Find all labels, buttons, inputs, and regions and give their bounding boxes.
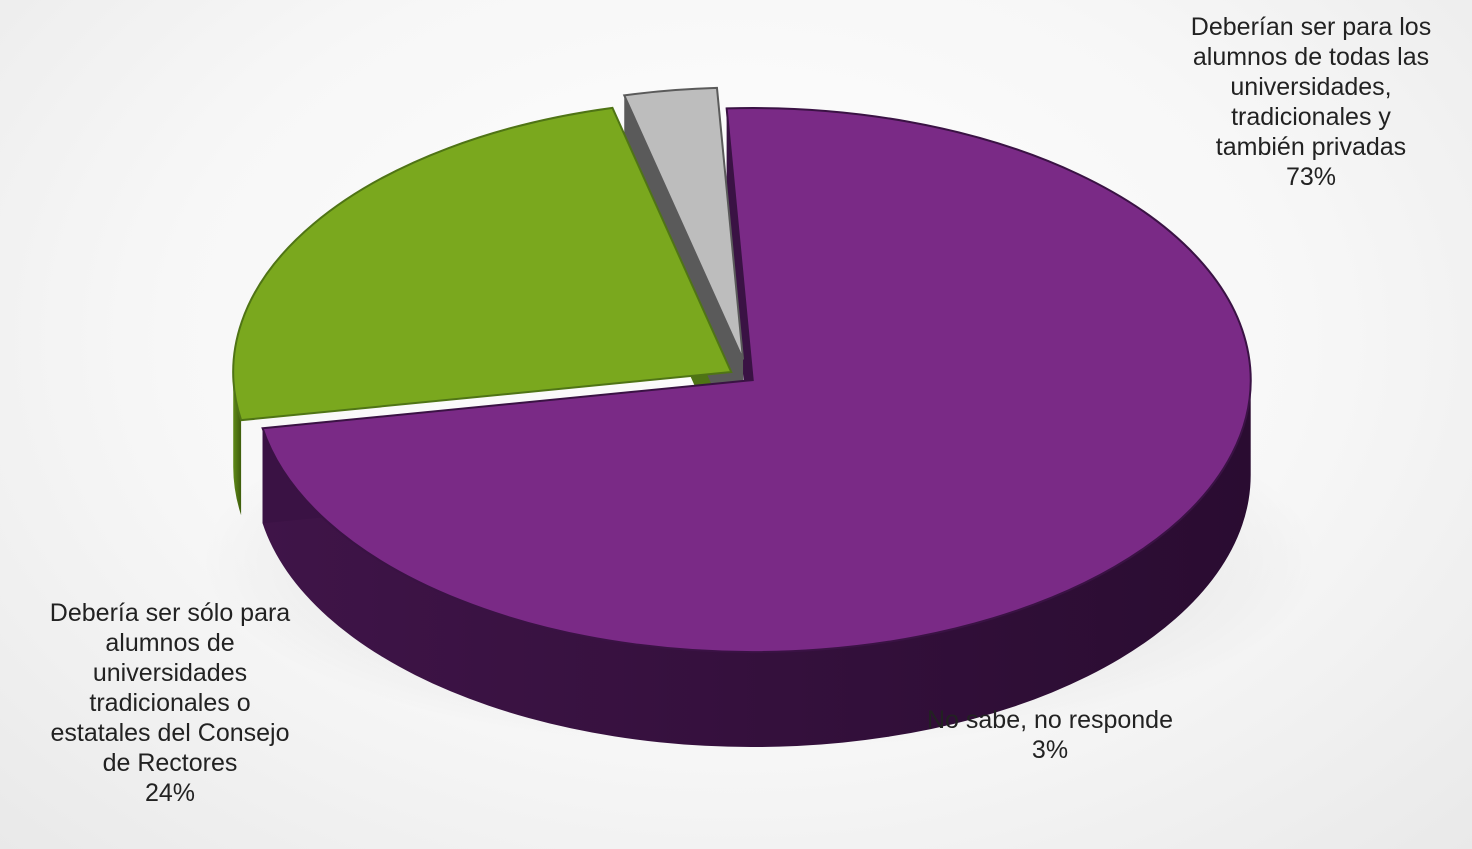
slice-value-label: 24% bbox=[144, 779, 196, 807]
slice-todas-universidades-side bbox=[262, 380, 1251, 748]
slice-label-no-sabe: No sabe, no responde 3% bbox=[880, 705, 1220, 765]
slice-label-text: No sabe, no responde bbox=[926, 706, 1173, 734]
slice-solo-tradicionales bbox=[232, 106, 733, 422]
slice-label-text: Deberían ser para los alumnos de todas l… bbox=[1190, 13, 1432, 161]
slice-no-sabe bbox=[622, 86, 745, 360]
slice-label-todas-universidades: Deberían ser para los alumnos de todas l… bbox=[1150, 12, 1472, 192]
slice-solo-tradicionales-side bbox=[233, 372, 242, 516]
slice-todas-universidades bbox=[261, 107, 1252, 654]
slice-value-label: 3% bbox=[1031, 736, 1069, 764]
slice-label-text: Debería ser sólo para alumnos de univers… bbox=[49, 599, 291, 777]
slice-label-solo-tradicionales: Debería ser sólo para alumnos de univers… bbox=[0, 598, 340, 808]
slice-value-label: 73% bbox=[1285, 163, 1337, 191]
